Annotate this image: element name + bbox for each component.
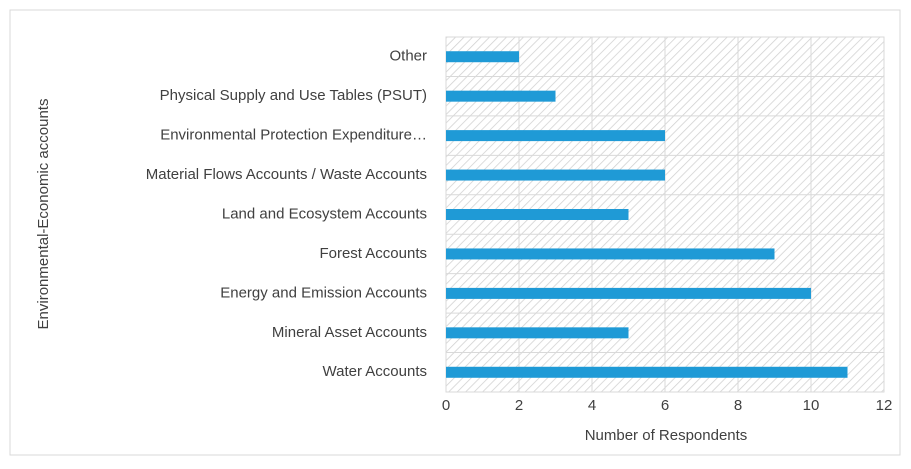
y-tick-label: Material Flows Accounts / Waste Accounts xyxy=(146,166,427,183)
x-tick-label: 0 xyxy=(442,397,450,414)
bar xyxy=(446,51,519,63)
bar xyxy=(446,169,665,181)
x-tick-label: 10 xyxy=(803,397,820,414)
x-tick-label: 12 xyxy=(876,397,893,414)
bar xyxy=(446,327,629,339)
bar xyxy=(446,287,811,299)
x-tick-label: 2 xyxy=(515,397,523,414)
bar xyxy=(446,209,629,220)
y-tick-label: Water Accounts xyxy=(323,363,428,380)
bar xyxy=(446,90,556,102)
y-axis-label: Environmental-Economic accounts xyxy=(35,99,52,330)
y-tick-label: Energy and Emission Accounts xyxy=(220,284,427,301)
y-tick-label: Other xyxy=(389,48,427,65)
bar xyxy=(446,130,665,142)
y-tick-label: Environmental Protection Expenditure… xyxy=(160,127,427,144)
y-tick-label: Forest Accounts xyxy=(319,245,427,262)
y-tick-label: Physical Supply and Use Tables (PSUT) xyxy=(160,87,427,104)
x-tick-label: 8 xyxy=(734,397,742,414)
x-tick-label: 6 xyxy=(661,397,669,414)
bar xyxy=(446,248,775,260)
bar xyxy=(446,366,848,378)
y-tick-label: Land and Ecosystem Accounts xyxy=(222,205,427,222)
y-tick-label: Mineral Asset Accounts xyxy=(272,324,427,341)
x-axis-label: Number of Respondents xyxy=(585,427,748,444)
x-tick-label: 4 xyxy=(588,397,596,414)
